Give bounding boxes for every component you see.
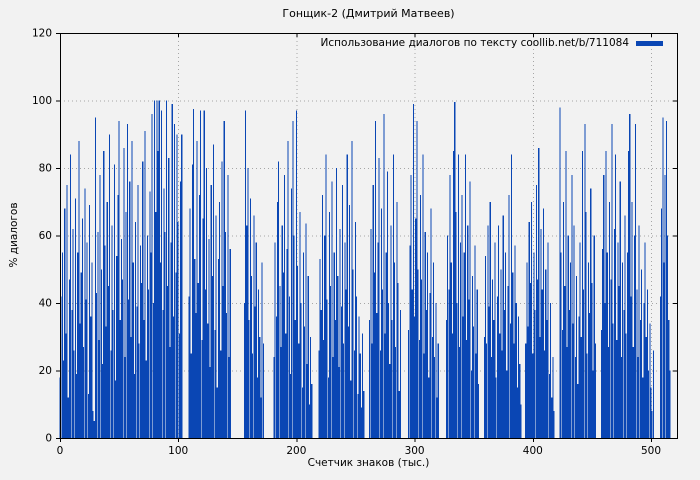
svg-text:0: 0 bbox=[45, 433, 52, 445]
plot-border bbox=[60, 33, 678, 439]
x-tick-labels: 0 100 200 300 400 500 bbox=[57, 445, 661, 457]
svg-text:300: 300 bbox=[405, 445, 425, 457]
svg-text:400: 400 bbox=[523, 445, 543, 457]
svg-text:500: 500 bbox=[641, 445, 661, 457]
svg-text:0: 0 bbox=[57, 445, 64, 457]
svg-text:100: 100 bbox=[168, 445, 188, 457]
x-axis-label: Счетчик знаков (тыс.) bbox=[307, 457, 430, 469]
svg-text:120: 120 bbox=[32, 28, 52, 40]
legend-swatch bbox=[636, 40, 663, 46]
svg-text:60: 60 bbox=[39, 230, 52, 242]
svg-text:40: 40 bbox=[39, 298, 52, 310]
bars bbox=[59, 100, 671, 438]
svg-text:20: 20 bbox=[39, 365, 52, 377]
y-axis-label: % диалогов bbox=[8, 202, 20, 268]
chart-title: Гонщик-2 (Дмитрий Матвеев) bbox=[282, 7, 455, 20]
legend: Использование диалогов по тексту coollib… bbox=[321, 37, 663, 49]
grid-lines bbox=[60, 33, 677, 438]
axis-ticks bbox=[56, 33, 677, 442]
svg-text:200: 200 bbox=[286, 445, 306, 457]
y-tick-labels: 0 20 40 60 80 100 120 bbox=[32, 28, 52, 445]
svg-text:100: 100 bbox=[32, 95, 52, 107]
svg-text:80: 80 bbox=[39, 163, 52, 175]
legend-label: Использование диалогов по тексту coollib… bbox=[320, 37, 629, 49]
